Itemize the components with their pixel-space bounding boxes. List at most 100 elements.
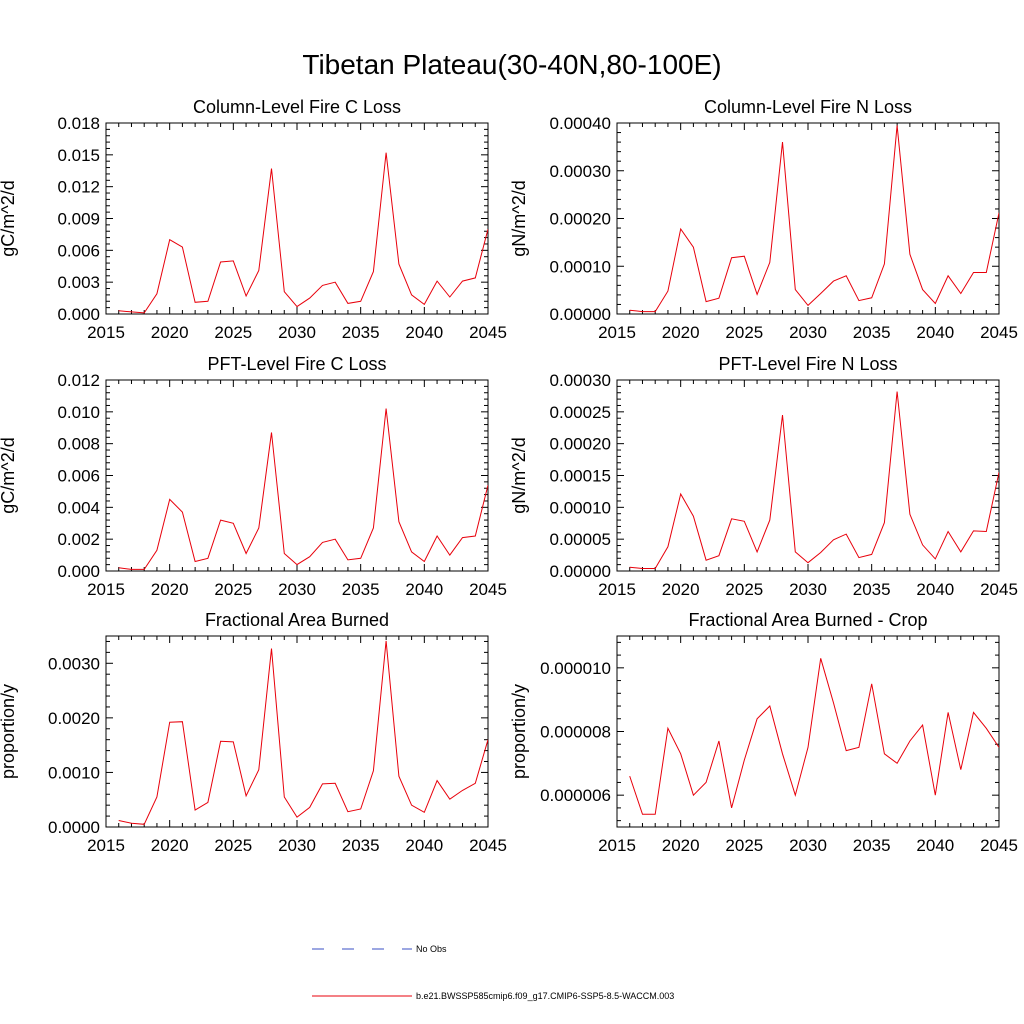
x-tick-label: 2020 <box>151 836 189 855</box>
x-tick-label: 2045 <box>980 836 1018 855</box>
x-tick-label: 2030 <box>789 580 827 599</box>
x-tick-label: 2025 <box>214 836 252 855</box>
panel-title: PFT-Level Fire N Loss <box>718 354 897 374</box>
chart-panel-4: PFT-Level Fire N Loss gN/m^2/d 2015 2020 202… <box>509 354 1018 599</box>
y-tick-label: 0.010 <box>57 403 100 422</box>
x-tick-label: 2040 <box>405 580 443 599</box>
x-tick-label: 2025 <box>214 580 252 599</box>
x-tick-label: 2040 <box>916 580 954 599</box>
x-tick-label: 2045 <box>980 580 1018 599</box>
x-tick-label: 2020 <box>662 836 700 855</box>
x-tick-label: 2040 <box>405 836 443 855</box>
x-tick-label: 2030 <box>789 836 827 855</box>
x-tick-label: 2030 <box>278 580 316 599</box>
x-tick-label: 2040 <box>916 323 954 342</box>
x-tick-label: 2020 <box>662 580 700 599</box>
x-tick-label: 2035 <box>853 580 891 599</box>
y-tick-label: 0.012 <box>57 178 100 197</box>
y-tick-label: 0.004 <box>57 498 100 517</box>
panel-title: PFT-Level Fire C Loss <box>207 354 386 374</box>
x-tick-label: 2030 <box>278 836 316 855</box>
x-tick-label: 2015 <box>87 836 125 855</box>
y-axis-label: proportion/y <box>509 684 529 779</box>
y-tick-label: 0.018 <box>57 114 100 133</box>
y-tick-label: 0.009 <box>57 210 100 229</box>
y-tick-label: 0.002 <box>57 530 100 549</box>
y-axis-label: gN/m^2/d <box>509 180 529 256</box>
y-tick-label: 0.00000 <box>550 562 611 581</box>
y-axis-label: gC/m^2/d <box>0 180 18 256</box>
y-tick-label: 0.00020 <box>550 435 611 454</box>
x-tick-label: 2020 <box>151 580 189 599</box>
y-tick-label: 0.006 <box>57 467 100 486</box>
y-tick-label: 0.00015 <box>550 467 611 486</box>
y-tick-label: 0.0010 <box>48 763 100 782</box>
y-tick-label: 0.006 <box>57 241 100 260</box>
x-tick-label: 2015 <box>598 580 636 599</box>
chart-panel-6: Fractional Area Burned - Crop proportion/… <box>509 610 1018 855</box>
x-tick-label: 2035 <box>853 323 891 342</box>
x-tick-label: 2045 <box>980 323 1018 342</box>
legend: No Obs b.e21.BWSSP585cmip6.f09_g17.CMIP6… <box>312 944 674 1001</box>
figure-title: Tibetan Plateau(30-40N,80-100E) <box>302 49 721 80</box>
y-tick-label: 0.008 <box>57 435 100 454</box>
x-tick-label: 2025 <box>725 323 763 342</box>
y-tick-label: 0.0000 <box>48 818 100 837</box>
x-tick-label: 2020 <box>662 323 700 342</box>
x-tick-label: 2035 <box>342 836 380 855</box>
y-tick-label: 0.00010 <box>550 257 611 276</box>
x-tick-label: 2015 <box>598 323 636 342</box>
y-axis-label: gC/m^2/d <box>0 437 18 513</box>
y-tick-label: 0.000 <box>57 562 100 581</box>
x-tick-label: 2035 <box>342 580 380 599</box>
x-tick-label: 2045 <box>469 323 507 342</box>
y-tick-label: 0.000 <box>57 305 100 324</box>
x-tick-label: 2020 <box>151 323 189 342</box>
chart-panel-3: PFT-Level Fire C Loss gC/m^2/d 2015 2020 202… <box>0 354 507 599</box>
y-tick-label: 0.00030 <box>550 162 611 181</box>
series-line <box>629 391 999 569</box>
series-line <box>118 408 488 570</box>
panel-title: Column-Level Fire N Loss <box>704 97 912 117</box>
chart-panel-1: Column-Level Fire C Loss gC/m^2/d 2015 2020… <box>0 97 507 342</box>
y-tick-label: 0.012 <box>57 371 100 390</box>
chart-panel-2: Column-Level Fire N Loss gN/m^2/d 2015 2020… <box>509 97 1018 342</box>
legend-model-label: b.e21.BWSSP585cmip6.f09_g17.CMIP6-SSP5-8… <box>416 991 674 1001</box>
x-tick-label: 2040 <box>916 836 954 855</box>
y-tick-label: 0.0020 <box>48 709 100 728</box>
x-tick-label: 2030 <box>789 323 827 342</box>
x-tick-label: 2045 <box>469 580 507 599</box>
x-tick-label: 2045 <box>469 836 507 855</box>
x-tick-label: 2025 <box>725 836 763 855</box>
legend-obs-label: No Obs <box>416 944 447 954</box>
y-tick-label: 0.00030 <box>550 371 611 390</box>
x-tick-label: 2035 <box>342 323 380 342</box>
plot-frame <box>105 122 489 315</box>
y-tick-label: 0.00020 <box>550 210 611 229</box>
x-tick-label: 2025 <box>725 580 763 599</box>
chart-panel-5: Fractional Area Burned proportion/y 2015 20… <box>0 610 507 855</box>
x-tick-label: 2025 <box>214 323 252 342</box>
plot-frame <box>616 635 1000 828</box>
y-tick-label: 0.003 <box>57 273 100 292</box>
x-tick-label: 2040 <box>405 323 443 342</box>
x-tick-label: 2015 <box>598 836 636 855</box>
panel-title: Fractional Area Burned - Crop <box>688 610 927 630</box>
y-tick-label: 0.00010 <box>550 498 611 517</box>
series-line <box>118 152 488 314</box>
x-tick-label: 2015 <box>87 323 125 342</box>
y-tick-label: 0.000010 <box>540 659 611 678</box>
y-tick-label: 0.0030 <box>48 654 100 673</box>
x-tick-label: 2015 <box>87 580 125 599</box>
plot-frame <box>616 122 1000 315</box>
panel-title: Fractional Area Burned <box>205 610 389 630</box>
series-line <box>629 658 999 815</box>
y-tick-label: 0.00000 <box>550 305 611 324</box>
plot-frame <box>616 379 1000 572</box>
series-line <box>629 125 999 313</box>
y-tick-label: 0.000006 <box>540 786 611 805</box>
series-line <box>118 640 488 825</box>
y-tick-label: 0.00040 <box>550 114 611 133</box>
panels-group: Column-Level Fire C Loss gC/m^2/d 2015 2020… <box>0 97 1018 855</box>
